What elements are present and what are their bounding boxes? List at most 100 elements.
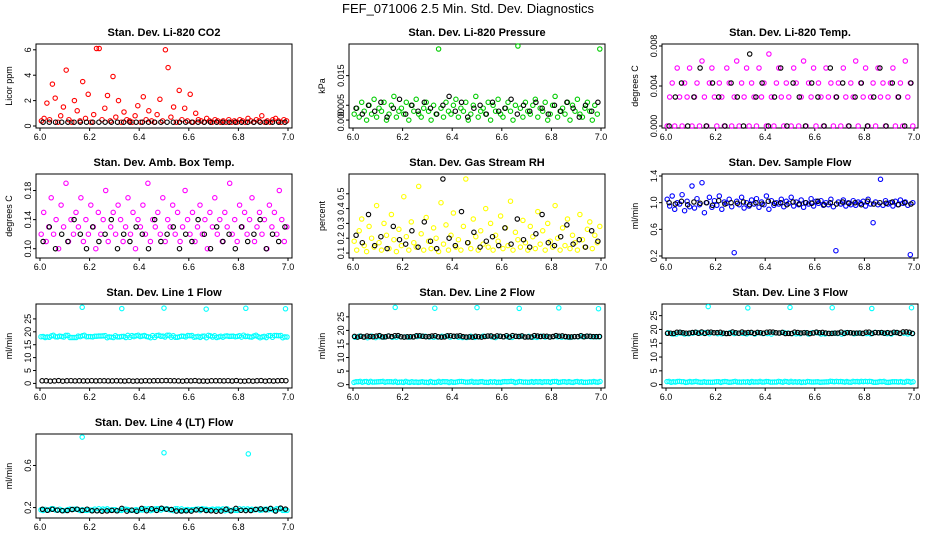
data-point xyxy=(142,231,149,237)
data-point xyxy=(161,450,167,456)
data-point xyxy=(579,114,586,120)
x-tick-label: 6.2 xyxy=(709,132,722,142)
data-point xyxy=(738,80,745,86)
data-point xyxy=(52,95,58,101)
data-point xyxy=(509,332,516,339)
data-point xyxy=(829,304,835,311)
data-point xyxy=(908,304,915,311)
data-point xyxy=(201,119,208,125)
data-point xyxy=(720,330,727,336)
data-point xyxy=(282,224,288,230)
data-point xyxy=(119,505,125,512)
data-point xyxy=(709,65,715,71)
data-point xyxy=(905,202,911,209)
data-point xyxy=(423,99,429,106)
data-point xyxy=(691,94,697,100)
x-tick-label: 6.0 xyxy=(660,392,673,402)
data-point xyxy=(808,80,815,86)
data-point xyxy=(390,223,397,230)
data-point xyxy=(753,123,760,129)
data-point xyxy=(715,197,722,204)
data-point xyxy=(815,198,821,205)
data-point xyxy=(695,330,702,337)
data-point xyxy=(79,434,85,440)
data-point xyxy=(146,108,152,114)
data-point xyxy=(279,216,285,223)
data-point xyxy=(554,114,561,120)
data-point xyxy=(684,198,690,205)
data-point xyxy=(756,65,762,71)
data-point xyxy=(795,123,802,129)
data-point xyxy=(165,64,171,71)
data-point xyxy=(853,330,860,336)
data-point xyxy=(664,123,670,129)
data-point xyxy=(168,114,174,120)
data-point xyxy=(129,507,135,513)
data-point xyxy=(77,231,84,237)
data-point xyxy=(63,332,69,339)
data-point xyxy=(460,108,467,114)
data-point xyxy=(577,211,583,218)
data-point xyxy=(284,224,290,230)
data-point xyxy=(671,123,678,129)
data-point xyxy=(507,198,514,204)
data-point xyxy=(487,117,494,123)
data-point xyxy=(542,247,548,253)
data-point xyxy=(248,507,254,514)
data-point xyxy=(813,123,819,129)
data-point xyxy=(184,216,191,223)
data-point xyxy=(415,183,422,190)
data-point xyxy=(500,245,506,252)
data-point xyxy=(731,94,737,100)
data-point xyxy=(448,111,454,117)
data-point xyxy=(515,236,521,243)
x-tick-label: 6.4 xyxy=(446,392,459,402)
data-point xyxy=(441,334,448,340)
data-point xyxy=(810,330,817,336)
data-point xyxy=(132,113,138,119)
data-point xyxy=(597,46,603,52)
data-point xyxy=(402,241,409,247)
data-point xyxy=(271,209,278,216)
data-point xyxy=(515,43,521,49)
x-tick-label: 6.2 xyxy=(83,522,96,532)
data-point xyxy=(522,334,528,340)
data-point xyxy=(440,176,446,182)
data-point xyxy=(259,113,265,119)
data-point xyxy=(157,96,163,103)
data-point xyxy=(766,206,772,213)
data-point xyxy=(527,223,534,230)
x-tick-label: 6.4 xyxy=(133,132,146,142)
data-point xyxy=(432,305,438,311)
data-point xyxy=(804,330,810,336)
data-point xyxy=(777,199,784,206)
data-point xyxy=(844,329,851,336)
data-point xyxy=(728,123,735,129)
data-point xyxy=(275,238,282,245)
data-point xyxy=(492,108,499,114)
data-point xyxy=(354,334,361,340)
data-point xyxy=(733,330,739,336)
data-point xyxy=(778,94,785,100)
x-tick-label: 6.2 xyxy=(396,392,409,402)
data-point xyxy=(569,232,576,239)
data-point xyxy=(244,119,251,125)
data-point xyxy=(368,111,375,117)
data-point xyxy=(147,238,154,245)
data-point xyxy=(760,330,767,337)
data-point xyxy=(192,110,199,117)
data-point xyxy=(545,111,552,117)
data-point xyxy=(505,99,511,106)
data-point xyxy=(110,209,116,216)
data-point xyxy=(860,94,866,100)
data-point xyxy=(763,193,770,199)
data-point xyxy=(263,119,270,125)
data-point xyxy=(353,232,359,239)
data-point xyxy=(698,329,705,335)
data-point xyxy=(451,333,457,340)
data-point xyxy=(724,65,730,71)
x-tick-label: 6.6 xyxy=(809,262,822,272)
x-tick-label: 6.2 xyxy=(709,392,722,402)
data-point xyxy=(532,96,539,103)
data-point xyxy=(884,329,891,336)
